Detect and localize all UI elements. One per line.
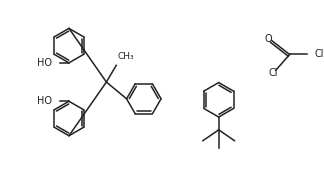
Text: Cl: Cl xyxy=(268,68,278,78)
Text: HO: HO xyxy=(37,96,52,106)
Text: Cl: Cl xyxy=(314,50,324,60)
Text: CH₃: CH₃ xyxy=(117,52,134,61)
Text: HO: HO xyxy=(37,58,52,68)
Text: O: O xyxy=(264,34,272,44)
